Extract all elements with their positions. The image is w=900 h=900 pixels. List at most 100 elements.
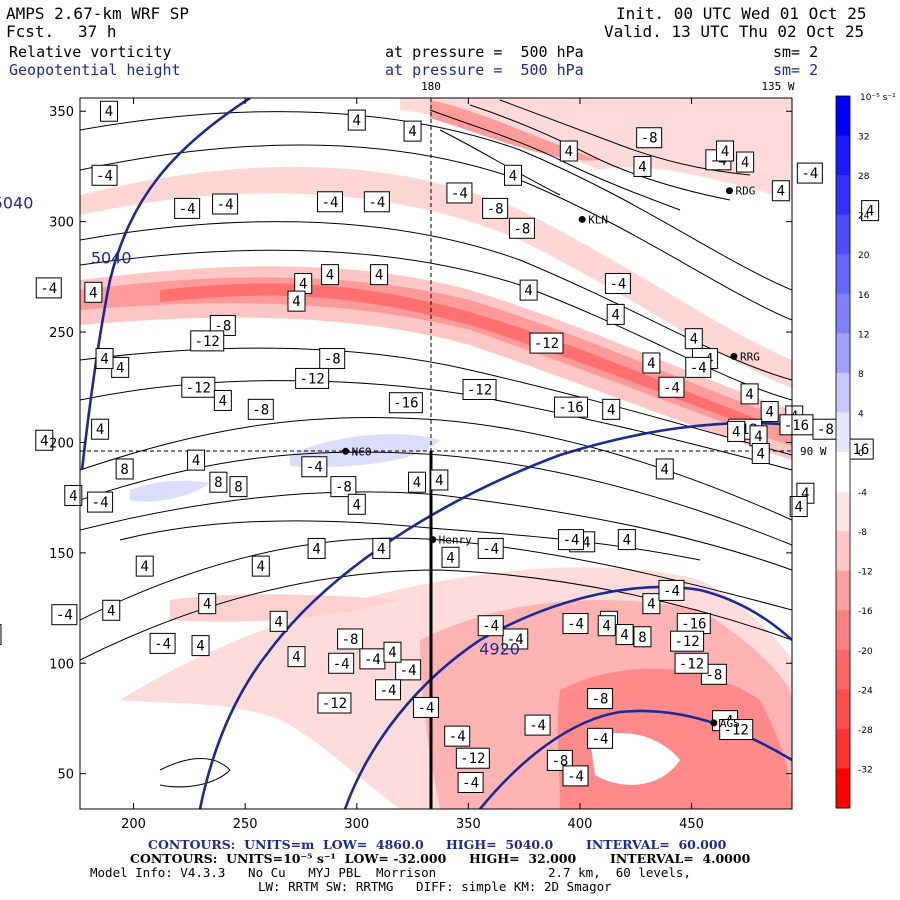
vorticity-label: 4 bbox=[292, 650, 300, 666]
station-name: KLN bbox=[588, 213, 608, 226]
vorticity-label: 4 bbox=[623, 533, 631, 549]
vorticity-label-box bbox=[562, 765, 589, 787]
colorbar-tick-label: 16 bbox=[858, 291, 870, 301]
vorticity-label: -4 bbox=[663, 380, 680, 396]
colorbar-tick-label: -28 bbox=[858, 726, 873, 736]
vorticity-label-box bbox=[287, 646, 306, 668]
colorbar-swatch-8 bbox=[836, 412, 850, 453]
vorticity-map: 444-444-4-4-4-4-4-8-8-84-4-4444444-444-4… bbox=[0, 80, 896, 832]
colorbar-tick-label: 20 bbox=[858, 251, 870, 261]
axis-ticks: 200 250 300 350 400 450 50 100 150 200 250 300 350 bbox=[49, 98, 792, 832]
y-tick-label: 250 bbox=[49, 326, 74, 341]
vorticity-label-box bbox=[395, 659, 422, 681]
vorticity-label: -4 bbox=[368, 195, 385, 211]
vorticity-label-box bbox=[861, 200, 880, 222]
vorticity-label-box bbox=[482, 197, 509, 219]
vorticity-label: 8 bbox=[214, 475, 222, 491]
vorticity-label: -4 bbox=[592, 731, 609, 747]
vorticity-label: -4 bbox=[690, 360, 707, 376]
model-title: AMPS 2.67-km WRF SP bbox=[6, 4, 190, 23]
vorticity-label: 4 bbox=[446, 550, 454, 566]
footer-height-interval: INTERVAL= 60.000 bbox=[586, 837, 727, 852]
station-name: Henry bbox=[439, 534, 472, 547]
vorticity-label: -12 bbox=[534, 336, 559, 352]
vorticity-label: 8 bbox=[638, 630, 646, 646]
vorticity-label: -16 bbox=[844, 442, 869, 458]
vorticity-label: 4 bbox=[690, 332, 698, 348]
vorticity-label-box bbox=[198, 593, 217, 615]
vorticity-label-box bbox=[102, 599, 121, 621]
x-tick-label: 250 bbox=[233, 817, 258, 832]
vorticity-label: 4 bbox=[353, 113, 361, 129]
vorticity-label: 4 bbox=[107, 603, 115, 619]
vorticity-label: 4 bbox=[299, 276, 307, 292]
vorticity-label-box bbox=[554, 396, 589, 418]
vorticity-label: -12 bbox=[186, 380, 211, 396]
vorticity-label: 4 bbox=[219, 394, 227, 410]
vorticity-label: 4 bbox=[274, 614, 282, 630]
meridian-label-180: 180 bbox=[421, 80, 441, 93]
height-contour-4980 bbox=[198, 421, 792, 809]
vorticity-label: 4 bbox=[408, 124, 416, 140]
valid-time: Valid. 13 UTC Thu 02 Oct 25 bbox=[604, 22, 865, 41]
vorticity-label-box bbox=[587, 688, 614, 710]
y-tick-label: 150 bbox=[49, 547, 74, 562]
vorticity-label: -4 bbox=[462, 776, 479, 792]
vorticity-label: 4 bbox=[866, 204, 874, 220]
colorbar-tick-label: -16 bbox=[858, 607, 873, 617]
vorticity-label: 4 bbox=[721, 144, 729, 160]
vorticity-label-box bbox=[457, 772, 484, 794]
pressure1: at pressure = 500 hPa bbox=[385, 43, 584, 61]
vorticity-label: 4 bbox=[647, 597, 655, 613]
vorticity-label: 4 bbox=[312, 541, 320, 557]
vorticity-label-box bbox=[529, 332, 564, 354]
height-label-layer: 5040 5040 4920 bbox=[0, 193, 520, 658]
footer-vort-interval: INTERVAL= 4.0000 bbox=[610, 851, 751, 866]
vorticity-label: -12 bbox=[195, 334, 220, 350]
footer-grid-info: 2.7 km, 60 levels, bbox=[548, 865, 691, 880]
vorticity-label-box bbox=[191, 635, 210, 657]
vorticity-label: 4 bbox=[647, 356, 655, 372]
vorticity-label: -12 bbox=[674, 634, 699, 650]
init-time: Init. 00 UTC Wed 01 Oct 25 bbox=[616, 4, 867, 23]
vort-band-main-light bbox=[80, 266, 792, 460]
vorticity-label-box bbox=[633, 626, 652, 648]
x-tick-label: 350 bbox=[456, 817, 481, 832]
vorticity-label: 8 bbox=[234, 480, 242, 496]
station-marker bbox=[710, 719, 718, 727]
vorticity-label: -4 bbox=[333, 656, 350, 672]
vorticity-label: -8 bbox=[342, 632, 359, 648]
vorticity-label: 4 bbox=[509, 168, 517, 184]
vorticity-label: -8 bbox=[705, 667, 722, 683]
vorticity-label: -4 bbox=[364, 652, 381, 668]
vorticity-label: -4 bbox=[567, 769, 584, 785]
station-name: AGS bbox=[720, 717, 740, 730]
height-contour-5040 bbox=[80, 98, 251, 471]
vorticity-label-box bbox=[251, 555, 270, 577]
colorbar-swatch-0 bbox=[836, 96, 850, 137]
colorbar-swatch-3 bbox=[836, 214, 850, 255]
colorbar-swatch-6 bbox=[836, 333, 850, 374]
vorticity-label: 4 bbox=[388, 645, 396, 661]
vorticity-label: -4 bbox=[40, 281, 57, 297]
vorticity-label: 4 bbox=[765, 405, 773, 421]
vorticity-label: -4 bbox=[154, 636, 171, 652]
vorticity-label-box bbox=[606, 303, 625, 325]
vorticity-label-box bbox=[115, 458, 134, 480]
vorticity-label: -12 bbox=[299, 371, 324, 387]
vorticity-label: 4 bbox=[100, 352, 108, 368]
vorticity-label-box bbox=[727, 420, 746, 442]
vorticity-label-box bbox=[736, 151, 755, 173]
x-tick-label: 200 bbox=[121, 817, 146, 832]
vorticity-label: 4 bbox=[524, 283, 532, 299]
height-contour-label: 5040 bbox=[91, 249, 132, 268]
colorbar-swatch-9 bbox=[836, 452, 850, 493]
vorticity-label-box bbox=[524, 714, 551, 736]
vorticity-label: 4 bbox=[620, 628, 628, 644]
vorticity-label-box bbox=[655, 458, 674, 480]
vorticity-label: 4 bbox=[203, 597, 211, 613]
vorticity-label: -4 bbox=[482, 619, 499, 635]
vorticity-label-box bbox=[477, 615, 504, 637]
vorticity-label-box bbox=[642, 352, 661, 374]
vorticity-label: 4 bbox=[96, 422, 104, 438]
